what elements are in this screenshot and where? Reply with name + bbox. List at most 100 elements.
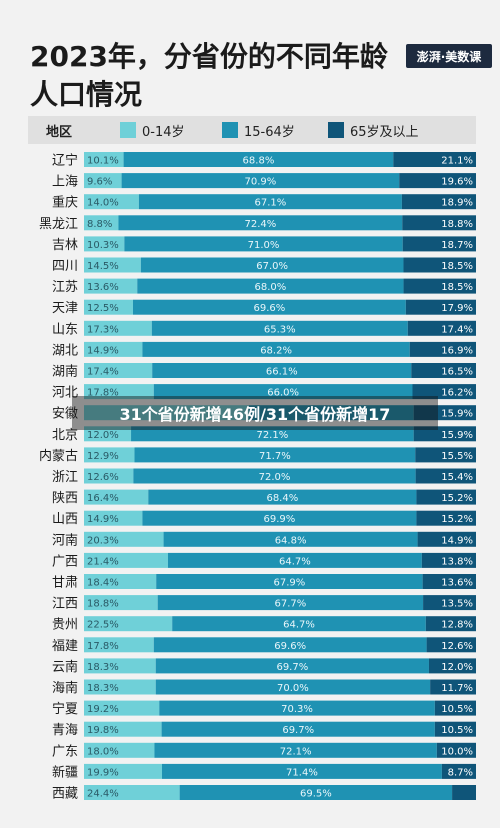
data-label-old: 15.9% bbox=[441, 409, 473, 420]
bar-segment-old bbox=[402, 215, 476, 231]
data-label-young: 19.9% bbox=[87, 767, 119, 778]
data-label-young: 20.3% bbox=[87, 535, 119, 546]
data-label-young: 13.6% bbox=[87, 282, 119, 293]
bar-segment-working bbox=[131, 426, 414, 442]
data-label-young: 12.0% bbox=[87, 430, 119, 441]
data-label-working: 67.7% bbox=[274, 599, 306, 610]
bar-segment-young bbox=[84, 173, 122, 189]
data-label-old: 12.8% bbox=[441, 620, 473, 631]
bar-segment-old bbox=[423, 595, 476, 611]
bar-segment-old bbox=[416, 489, 476, 505]
bar-segment-young bbox=[84, 658, 156, 674]
data-label-working: 72.4% bbox=[245, 219, 277, 230]
data-label-working: 68.8% bbox=[243, 156, 275, 167]
bar-segment-working bbox=[142, 510, 417, 526]
category-label: 河南 bbox=[52, 532, 78, 548]
bar-segment-working bbox=[137, 278, 404, 294]
data-label-old: 19.6% bbox=[441, 177, 473, 188]
data-label-young: 17.8% bbox=[87, 641, 119, 652]
category-label: 广东 bbox=[52, 744, 78, 759]
bar-segment-working bbox=[154, 742, 437, 758]
data-label-young: 19.8% bbox=[87, 725, 119, 736]
bar-segment-young bbox=[84, 489, 149, 505]
bar-segment-young bbox=[84, 426, 132, 442]
data-label-working: 69.5% bbox=[300, 789, 332, 800]
category-label: 北京 bbox=[52, 428, 78, 443]
bar-segment-young bbox=[84, 152, 124, 167]
bar-segment-young bbox=[84, 616, 173, 632]
bar-segment-working bbox=[155, 658, 429, 674]
data-label-working: 69.6% bbox=[254, 303, 286, 314]
bar-segment-young bbox=[84, 341, 143, 357]
data-label-young: 10.3% bbox=[87, 240, 119, 251]
bar-segment-old bbox=[413, 426, 476, 442]
bar-segment-working bbox=[167, 552, 422, 568]
bar-segment-young bbox=[84, 194, 139, 210]
bar-segment-young bbox=[84, 785, 180, 800]
bar-segment-old bbox=[403, 278, 476, 294]
data-label-old: 14.9% bbox=[441, 535, 473, 546]
data-label-working: 69.7% bbox=[282, 725, 314, 736]
bar-segment-old bbox=[415, 447, 476, 463]
data-label-old: 17.4% bbox=[441, 324, 473, 335]
category-label: 江苏 bbox=[52, 279, 78, 295]
overlay-banner: 31个省份新增46例/31个省份新增17 bbox=[72, 396, 438, 430]
bar-segment-young bbox=[84, 679, 156, 695]
data-label-old: 15.5% bbox=[441, 451, 473, 462]
bar-segment-young bbox=[84, 700, 160, 716]
data-label-working: 72.1% bbox=[256, 430, 288, 441]
bar-segment-young bbox=[84, 236, 125, 252]
data-label-young: 22.5% bbox=[87, 620, 119, 631]
bar-segment-young bbox=[84, 510, 143, 526]
bar-segment-old bbox=[412, 384, 476, 400]
category-label: 西藏 bbox=[52, 787, 78, 802]
bar-segment-old bbox=[426, 637, 476, 653]
data-label-young: 18.3% bbox=[87, 683, 119, 694]
bar-segment-young bbox=[84, 299, 133, 315]
category-label: 山东 bbox=[52, 322, 78, 337]
category-label: 湖北 bbox=[52, 343, 78, 358]
bar-segment-young bbox=[84, 531, 164, 547]
category-label: 吉林 bbox=[52, 238, 78, 253]
bar-segment-working bbox=[159, 700, 435, 716]
data-label-working: 70.0% bbox=[277, 683, 309, 694]
bar-segment-old bbox=[403, 257, 476, 273]
bar-segment-working bbox=[155, 679, 431, 695]
legend-region-label: 地区 bbox=[46, 124, 73, 140]
data-label-working: 64.8% bbox=[275, 535, 307, 546]
data-label-young: 17.3% bbox=[87, 324, 119, 335]
bar-segment-young bbox=[84, 595, 158, 611]
data-label-old: 13.8% bbox=[441, 556, 473, 567]
data-label-old: 15.4% bbox=[441, 472, 473, 483]
category-label: 贵州 bbox=[52, 618, 78, 633]
bar-segment-old bbox=[428, 658, 476, 674]
data-label-old: 10.5% bbox=[441, 704, 473, 715]
data-label-old: 8.7% bbox=[448, 767, 473, 778]
bar-segment-young bbox=[84, 637, 154, 653]
bar-segment-working bbox=[134, 447, 416, 463]
bar-segment-working bbox=[162, 763, 442, 779]
bar-segment-young bbox=[84, 363, 153, 378]
bar-segment-working bbox=[153, 384, 413, 400]
category-label: 福建 bbox=[52, 639, 78, 654]
data-label-young: 14.9% bbox=[87, 514, 119, 525]
bar-segment-old bbox=[434, 721, 476, 737]
category-label: 天津 bbox=[52, 301, 78, 316]
data-label-old: 18.7% bbox=[441, 240, 473, 251]
bar-segment-working bbox=[172, 616, 426, 632]
data-label-young: 12.5% bbox=[87, 303, 119, 314]
bar-segment-working bbox=[142, 341, 410, 357]
legend-label-old: 65岁及以上 bbox=[350, 124, 419, 140]
data-label-old: 18.5% bbox=[441, 261, 473, 272]
data-label-old: 13.5% bbox=[441, 599, 473, 610]
category-label: 浙江 bbox=[52, 470, 78, 485]
data-label-working: 68.2% bbox=[260, 345, 292, 356]
bar-segment-old bbox=[399, 173, 476, 189]
category-label: 湖南 bbox=[52, 364, 78, 380]
category-label: 新疆 bbox=[52, 764, 78, 780]
bar-segment-old bbox=[415, 468, 476, 484]
bar-segment-old bbox=[422, 574, 476, 589]
bar-segment-working bbox=[138, 194, 402, 210]
legend: 地区 0-14岁 15-64岁 65岁及以上 bbox=[28, 116, 476, 144]
category-label: 山西 bbox=[52, 512, 78, 527]
